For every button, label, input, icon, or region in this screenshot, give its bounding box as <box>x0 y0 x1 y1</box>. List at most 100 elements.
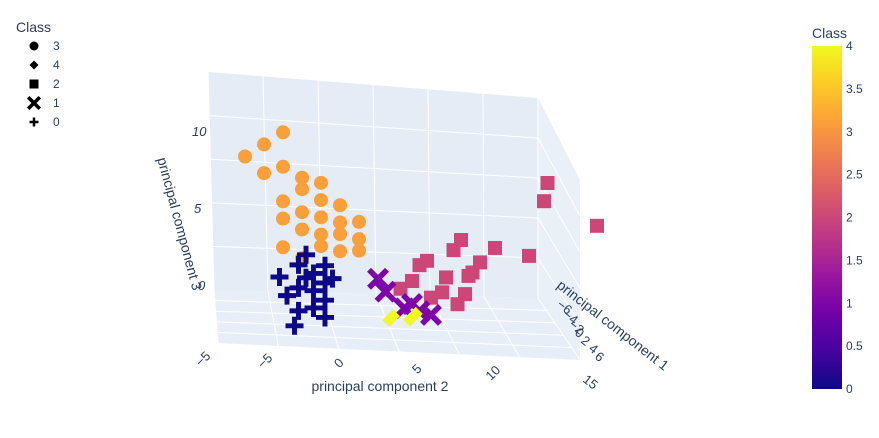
legend-symbol-circle <box>29 41 39 51</box>
data-point-class-3 <box>276 194 290 209</box>
z-tick-label: 10 <box>192 124 207 139</box>
data-point-class-3 <box>295 205 309 220</box>
colorbar-tick-label: 4 <box>846 39 853 53</box>
legend-label: 4 <box>53 58 60 72</box>
data-point-class-2 <box>522 248 536 263</box>
data-point-class-3 <box>352 232 366 247</box>
colorbar-tick-label: 2.5 <box>846 168 863 182</box>
legend-symbol-x <box>26 95 42 111</box>
data-point-class-2 <box>540 176 555 190</box>
legend[interactable]: Class 3 4 2 1 0 <box>16 19 60 129</box>
legend-label: 3 <box>53 39 60 53</box>
legend-item-3[interactable]: 3 <box>29 39 61 53</box>
data-point-class-4 <box>382 313 397 327</box>
data-point-class-3 <box>333 244 347 259</box>
data-point-class-3 <box>314 193 328 208</box>
data-point-class-0 <box>285 316 304 335</box>
colorbar-tick-label: 1.5 <box>846 253 863 267</box>
x-tick-label: 15 <box>580 372 601 393</box>
data-point-class-0 <box>289 301 308 320</box>
data-point-class-0 <box>316 273 334 292</box>
scene-3d[interactable] <box>207 71 604 361</box>
z-tick-label: 5 <box>194 201 202 216</box>
data-point-class-2 <box>488 240 502 255</box>
data-point-class-3 <box>276 211 290 226</box>
data-point-class-0 <box>289 255 308 274</box>
data-point-class-3 <box>314 239 328 254</box>
data-point-class-3 <box>276 125 290 140</box>
legend-symbol-square <box>29 79 39 89</box>
legend-symbol-diamond <box>29 60 39 70</box>
legend-items[interactable]: 3 4 2 1 0 <box>26 39 61 129</box>
right-pane <box>538 98 580 360</box>
z-axis-title: principal component 3 <box>154 155 205 292</box>
x-tick-label: −4 <box>560 307 581 328</box>
data-point-class-4 <box>408 306 423 321</box>
data-point-class-1 <box>367 267 389 290</box>
colorbar-tick-label: 0 <box>846 382 853 396</box>
colorbar-tick-label: 1 <box>846 296 853 310</box>
x-tick-label: −2 <box>566 317 587 338</box>
legend-symbol-cross <box>29 117 39 127</box>
data-point-class-3 <box>333 215 347 230</box>
colorbar-tick-label: 0.5 <box>846 339 863 353</box>
y-tick-label: 5 <box>409 361 425 377</box>
data-point-class-0 <box>316 291 334 310</box>
colorbar-ticks: 4 3.5 3 2.5 2 1.5 1 0.5 0 <box>846 39 863 396</box>
legend-item-0[interactable]: 0 <box>29 115 61 129</box>
data-point-class-2 <box>461 268 476 283</box>
data-point-class-3 <box>333 198 347 213</box>
data-point-class-3 <box>314 227 328 242</box>
data-point-class-3 <box>257 137 271 152</box>
data-point-class-0 <box>304 281 323 300</box>
data-point-class-2 <box>412 258 427 273</box>
data-point-class-3 <box>238 149 252 164</box>
colorbar-tick-label: 3.5 <box>846 82 863 96</box>
data-point-class-3 <box>333 227 347 241</box>
data-point-class-0 <box>289 278 308 297</box>
data-point-class-1 <box>374 280 397 303</box>
y-tick-label: −5 <box>192 348 213 369</box>
data-point-class-2 <box>424 290 438 305</box>
data-point-class-3 <box>314 210 328 225</box>
data-point-class-3 <box>276 159 290 174</box>
data-point-class-3 <box>352 214 366 229</box>
legend-item-4[interactable]: 4 <box>29 58 61 72</box>
data-point-class-3 <box>352 243 366 258</box>
data-point-class-0 <box>297 268 315 287</box>
legend-label: 2 <box>53 77 60 91</box>
legend-item-1[interactable]: 1 <box>26 95 61 111</box>
colorbar-tick-label: 2 <box>846 211 853 225</box>
data-points <box>238 125 604 335</box>
data-point-class-3 <box>295 170 309 185</box>
data-point-class-2 <box>405 274 419 288</box>
colorbar-tick-label: 3 <box>846 125 853 139</box>
data-point-class-0 <box>316 256 334 275</box>
data-point-class-2 <box>393 281 408 296</box>
legend-title: Class <box>16 19 51 35</box>
data-point-class-2 <box>590 218 604 233</box>
data-point-class-3 <box>276 240 290 255</box>
legend-item-2[interactable]: 2 <box>29 77 61 91</box>
data-point-class-2 <box>435 285 449 300</box>
data-point-class-3 <box>295 222 309 237</box>
data-point-class-2 <box>439 270 453 285</box>
x-tick-label: −6 <box>554 297 575 318</box>
data-point-class-3 <box>314 175 328 190</box>
data-point-class-0 <box>304 298 323 317</box>
data-point-class-1 <box>420 303 442 326</box>
y-tick-label: 0 <box>331 355 347 371</box>
data-point-class-3 <box>257 166 271 181</box>
y-axis-title: principal component 2 <box>312 378 449 394</box>
legend-label: 0 <box>53 115 60 129</box>
data-point-class-2 <box>450 297 465 312</box>
z-axis-ticks: 10 5 0 <box>192 124 207 293</box>
data-point-class-0 <box>316 308 334 327</box>
data-point-class-2 <box>537 194 551 209</box>
data-point-class-0 <box>270 268 289 286</box>
data-point-class-0 <box>278 286 296 305</box>
colorbar: Class 4 3.5 3 2.5 2 1.5 1 0.5 0 <box>812 25 863 396</box>
